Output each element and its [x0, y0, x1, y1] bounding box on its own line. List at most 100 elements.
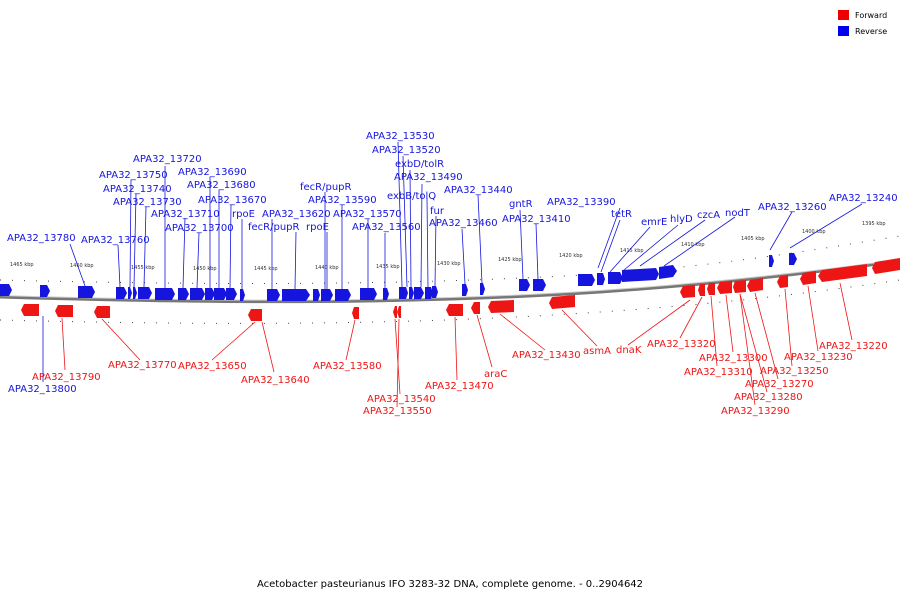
gene-label[interactable]: rpoE [232, 209, 255, 220]
forward-gene[interactable] [707, 283, 715, 295]
gene-label[interactable]: APA32_13250 [760, 366, 829, 377]
gene-label[interactable]: APA32_13720 [133, 154, 202, 165]
gene-label[interactable]: APA32_13640 [241, 375, 310, 386]
reverse-gene[interactable] [321, 289, 333, 301]
gene-label[interactable]: APA32_13670 [198, 195, 267, 206]
reverse-gene[interactable] [383, 288, 389, 300]
gene-label[interactable]: APA32_13430 [512, 350, 581, 361]
reverse-gene[interactable] [267, 289, 280, 301]
reverse-gene[interactable] [608, 272, 623, 284]
forward-gene[interactable] [872, 258, 900, 274]
gene-label[interactable]: emrE [641, 217, 667, 228]
forward-gene[interactable] [393, 306, 397, 318]
forward-gene[interactable] [21, 304, 39, 316]
forward-gene[interactable] [352, 307, 359, 319]
forward-gene[interactable] [680, 285, 695, 298]
reverse-gene[interactable] [178, 288, 189, 300]
gene-label[interactable]: fecR/pupR [248, 222, 300, 233]
reverse-gene[interactable] [432, 286, 438, 298]
gene-label[interactable]: APA32_13530 [366, 131, 435, 142]
gene-label[interactable]: dnaK [616, 345, 642, 356]
gene-label[interactable]: APA32_13590 [308, 195, 377, 206]
gene-label[interactable]: APA32_13680 [187, 180, 256, 191]
gene-label[interactable]: APA32_13770 [108, 360, 177, 371]
gene-label[interactable]: exbB/tolQ [387, 191, 436, 202]
forward-gene[interactable] [55, 305, 73, 317]
gene-label[interactable]: APA32_13220 [819, 341, 888, 352]
reverse-gene[interactable] [205, 288, 215, 300]
gene-label[interactable]: fur [430, 206, 445, 217]
gene-label[interactable]: APA32_13410 [502, 214, 571, 225]
gene-label[interactable]: APA32_13780 [7, 233, 76, 244]
reverse-gene[interactable] [128, 287, 132, 299]
reverse-gene[interactable] [519, 279, 530, 291]
gene-label[interactable]: APA32_13460 [429, 218, 498, 229]
gene-label[interactable]: gntR [509, 199, 533, 210]
gene-label[interactable]: APA32_13260 [758, 202, 827, 213]
reverse-gene[interactable] [360, 288, 377, 300]
reverse-gene[interactable] [282, 289, 310, 301]
gene-label[interactable]: APA32_13750 [99, 170, 168, 181]
gene-label[interactable]: APA32_13700 [165, 223, 234, 234]
reverse-gene[interactable] [480, 283, 485, 295]
reverse-gene[interactable] [226, 288, 237, 300]
gene-label[interactable]: APA32_13280 [734, 392, 803, 403]
gene-label[interactable]: APA32_13310 [684, 367, 753, 378]
gene-label[interactable]: APA32_13290 [721, 406, 790, 417]
gene-label[interactable]: APA32_13690 [178, 167, 247, 178]
gene-label[interactable]: APA32_13390 [547, 197, 616, 208]
reverse-gene[interactable] [399, 287, 408, 299]
gene-label[interactable]: APA32_13300 [699, 353, 768, 364]
gene-label[interactable]: rpoE [306, 222, 329, 233]
reverse-gene[interactable] [462, 284, 468, 296]
gene-label[interactable]: exbD/tolR [395, 159, 444, 170]
reverse-gene[interactable] [78, 286, 95, 298]
forward-gene[interactable] [818, 264, 867, 282]
reverse-gene[interactable] [578, 274, 595, 286]
gene-label[interactable]: APA32_13270 [745, 379, 814, 390]
forward-gene[interactable] [698, 284, 705, 296]
gene-label[interactable]: APA32_13650 [178, 361, 247, 372]
gene-label[interactable]: fecR/pupR [300, 182, 352, 193]
gene-label[interactable]: APA32_13540 [367, 394, 436, 405]
gene-label[interactable]: APA32_13240 [829, 193, 898, 204]
gene-label[interactable]: APA32_13800 [8, 384, 77, 395]
reverse-gene[interactable] [240, 289, 245, 301]
forward-gene[interactable] [549, 295, 575, 309]
gene-label[interactable]: araC [484, 369, 507, 380]
reverse-gene[interactable] [425, 287, 433, 299]
reverse-gene[interactable] [40, 285, 50, 297]
reverse-gene[interactable] [597, 273, 605, 285]
gene-label[interactable]: asmA [583, 346, 611, 357]
reverse-gene[interactable] [769, 255, 774, 267]
gene-label[interactable]: APA32_13490 [394, 172, 463, 183]
reverse-gene[interactable] [533, 279, 546, 291]
gene-label[interactable]: nodT [725, 208, 751, 219]
gene-label[interactable]: APA32_13570 [333, 209, 402, 220]
gene-label[interactable]: APA32_13560 [352, 222, 421, 233]
forward-gene[interactable] [94, 306, 110, 318]
reverse-gene[interactable] [155, 288, 175, 300]
reverse-gene[interactable] [133, 287, 137, 299]
gene-label[interactable]: hlyD [670, 214, 693, 225]
gene-label[interactable]: APA32_13730 [113, 197, 182, 208]
gene-label[interactable]: APA32_13230 [784, 352, 853, 363]
forward-gene[interactable] [800, 271, 816, 285]
gene-label[interactable]: czcA [697, 210, 720, 221]
forward-gene[interactable] [733, 280, 746, 293]
reverse-gene[interactable] [214, 288, 227, 300]
reverse-gene[interactable] [0, 284, 12, 296]
reverse-gene[interactable] [414, 287, 424, 299]
reverse-gene[interactable] [409, 287, 414, 299]
reverse-gene[interactable] [313, 289, 320, 301]
reverse-gene[interactable] [190, 288, 205, 300]
gene-label[interactable]: APA32_13440 [444, 185, 513, 196]
forward-gene[interactable] [777, 275, 788, 288]
forward-gene[interactable] [717, 281, 732, 294]
reverse-gene[interactable] [335, 289, 351, 301]
gene-label[interactable]: APA32_13470 [425, 381, 494, 392]
forward-gene[interactable] [248, 309, 262, 321]
forward-gene[interactable] [446, 304, 463, 316]
forward-gene[interactable] [471, 302, 480, 314]
gene-label[interactable]: tetR [611, 209, 632, 220]
